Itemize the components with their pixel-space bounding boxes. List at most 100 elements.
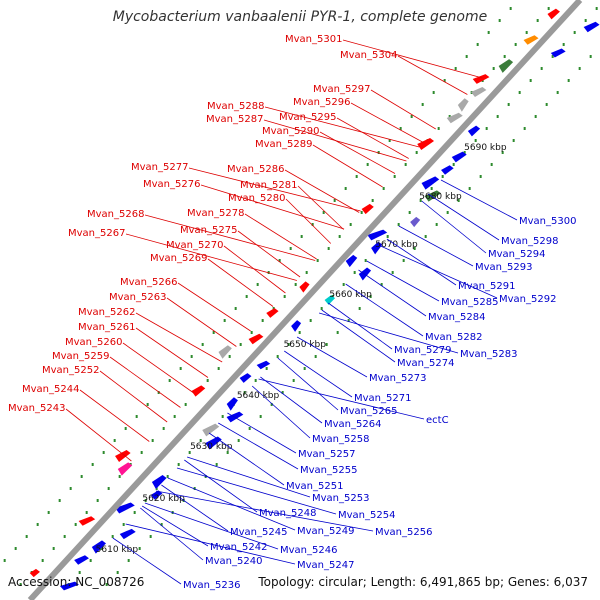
gene-feature <box>424 190 441 202</box>
track-dot <box>562 43 565 46</box>
reverse-gene-label: Mvan_5264 <box>324 419 381 430</box>
label-leader-line <box>321 309 396 363</box>
track-dot <box>248 427 251 430</box>
track-dot <box>3 559 6 562</box>
gene-feature <box>421 176 440 190</box>
track-dot <box>518 91 521 94</box>
track-dot <box>492 67 495 70</box>
label-leader-line <box>166 297 237 347</box>
track-dot <box>303 367 306 370</box>
label-leader-line <box>208 432 285 486</box>
gene-feature <box>299 281 310 293</box>
track-dot <box>193 487 196 490</box>
track-dot <box>278 259 281 262</box>
label-leader-line <box>99 370 168 423</box>
track-dot <box>14 547 17 550</box>
track-dot <box>507 103 510 106</box>
track-dot <box>498 19 501 22</box>
forward-gene-label: Mvan_5262 <box>78 307 135 318</box>
genome-backbone <box>27 0 583 600</box>
track-dot <box>402 259 405 262</box>
track-dot <box>540 67 543 70</box>
reverse-gene-label: Mvan_5258 <box>312 434 369 445</box>
track-dot <box>397 223 400 226</box>
forward-gene-label: Mvan_5244 <box>22 384 79 395</box>
track-dot <box>311 223 314 226</box>
reverse-gene-label: Mvan_5273 <box>369 373 426 384</box>
scale-tick-label: 5680 kbp <box>419 192 462 202</box>
track-dot <box>166 475 169 478</box>
track-dot <box>316 259 319 262</box>
reverse-gene-label: Mvan_5279 <box>394 345 451 356</box>
track-dot <box>89 559 92 562</box>
track-dot <box>107 487 110 490</box>
track-dot <box>584 19 587 22</box>
track-dot <box>514 43 517 46</box>
track-dot <box>261 319 264 322</box>
track-dot <box>446 211 449 214</box>
track-dot <box>283 295 286 298</box>
track-dot <box>410 115 413 118</box>
track-dot <box>320 307 323 310</box>
label-leader-line <box>65 408 132 462</box>
gene-feature <box>202 423 220 437</box>
track-dot <box>415 151 418 154</box>
gene-feature <box>74 555 89 565</box>
gene-feature <box>498 59 514 73</box>
track-dot <box>102 451 105 454</box>
forward-gene-label: Mvan_5296 <box>293 97 350 108</box>
gene-feature <box>59 581 79 591</box>
gene-feature <box>78 516 96 526</box>
label-leader-line <box>155 490 374 532</box>
gene-feature <box>115 450 131 462</box>
gene-feature <box>29 568 40 578</box>
track-dot <box>589 55 592 58</box>
track-dot <box>448 115 451 118</box>
label-leader-line <box>319 131 396 174</box>
gene-feature <box>151 475 167 489</box>
track-dot <box>371 199 374 202</box>
track-dot <box>173 415 176 418</box>
track-dot <box>578 67 581 70</box>
forward-gene-label: Mvan_5243 <box>8 403 65 414</box>
label-leader-line <box>177 282 251 332</box>
label-leader-line <box>260 376 323 424</box>
forward-gene-label: Mvan_5289 <box>255 139 312 150</box>
track-dot <box>452 163 455 166</box>
track-dot <box>437 127 440 130</box>
track-dot <box>435 223 438 226</box>
track-dot <box>327 247 330 250</box>
track-dot <box>250 331 253 334</box>
label-leader-line <box>427 193 500 241</box>
track-dot <box>177 463 180 466</box>
track-dot <box>234 307 237 310</box>
label-leader-line <box>342 39 483 79</box>
scale-tick-label: 5610 kbp <box>96 545 139 555</box>
track-dot <box>547 7 550 10</box>
label-leader-line <box>122 342 194 394</box>
forward-gene-label: Mvan_5290 <box>262 126 319 137</box>
reverse-gene-label: Mvan_5265 <box>340 406 397 417</box>
track-dot <box>487 31 490 34</box>
scale-tick-label: 5630 kbp <box>190 442 233 452</box>
reverse-gene-label: Mvan_5254 <box>338 510 395 521</box>
label-leader-line <box>237 230 301 278</box>
track-dot <box>190 355 193 358</box>
track-dot <box>287 343 290 346</box>
track-dot <box>364 259 367 262</box>
gene-feature <box>417 138 435 150</box>
reverse-gene-label: Mvan_5245 <box>230 527 287 538</box>
label-leader-line <box>345 283 424 337</box>
forward-gene-label: Mvan_5270 <box>166 240 223 251</box>
gene-feature <box>457 98 469 112</box>
track-dot <box>551 55 554 58</box>
track-dot <box>509 7 512 10</box>
label-leader-line <box>397 55 468 95</box>
track-dot <box>490 163 493 166</box>
label-leader-line <box>184 459 258 513</box>
track-dot <box>289 247 292 250</box>
forward-gene-label: Mvan_5263 <box>109 292 166 303</box>
track-dot <box>138 547 141 550</box>
track-dot <box>382 187 385 190</box>
track-dot <box>118 475 121 478</box>
